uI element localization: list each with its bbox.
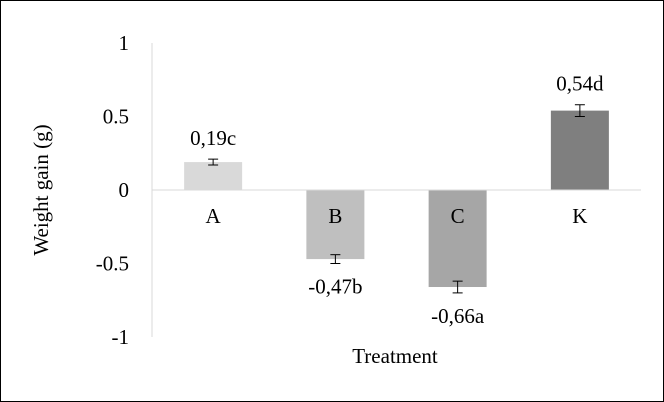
bar-c [428,190,487,288]
data-label-c: -0,66a [431,304,485,328]
bar-a [184,162,243,190]
bars [184,110,609,288]
y-tick-label: 0.5 [103,105,129,129]
error-bar-c [452,280,463,294]
error-bar-a [208,158,219,166]
category-label-c: C [451,204,465,228]
category-label-b: B [328,204,342,228]
bar-b [306,190,365,260]
error-bars [208,104,585,294]
bar-k [550,110,609,190]
y-tick-label: 0 [119,178,130,202]
category-label-k: K [572,204,587,228]
y-tick-label: -0.5 [96,252,129,276]
category-label-a: A [206,204,222,228]
y-tick-label: 1 [119,31,130,55]
y-axis: 1 0.5 0 -0.5 -1 [96,31,153,349]
y-tick-label: -1 [112,325,130,349]
data-label-b: -0,47b [308,275,362,299]
data-label-k: 0,54d [556,72,604,96]
error-bar-b [330,254,341,264]
error-bar-k [574,104,585,117]
data-labels: 0,19c -0,47b -0,66a 0,54d [190,72,604,328]
y-axis-title: Weight gain (g) [29,124,53,255]
data-label-a: 0,19c [190,126,236,150]
x-axis-title: Treatment [352,344,438,368]
